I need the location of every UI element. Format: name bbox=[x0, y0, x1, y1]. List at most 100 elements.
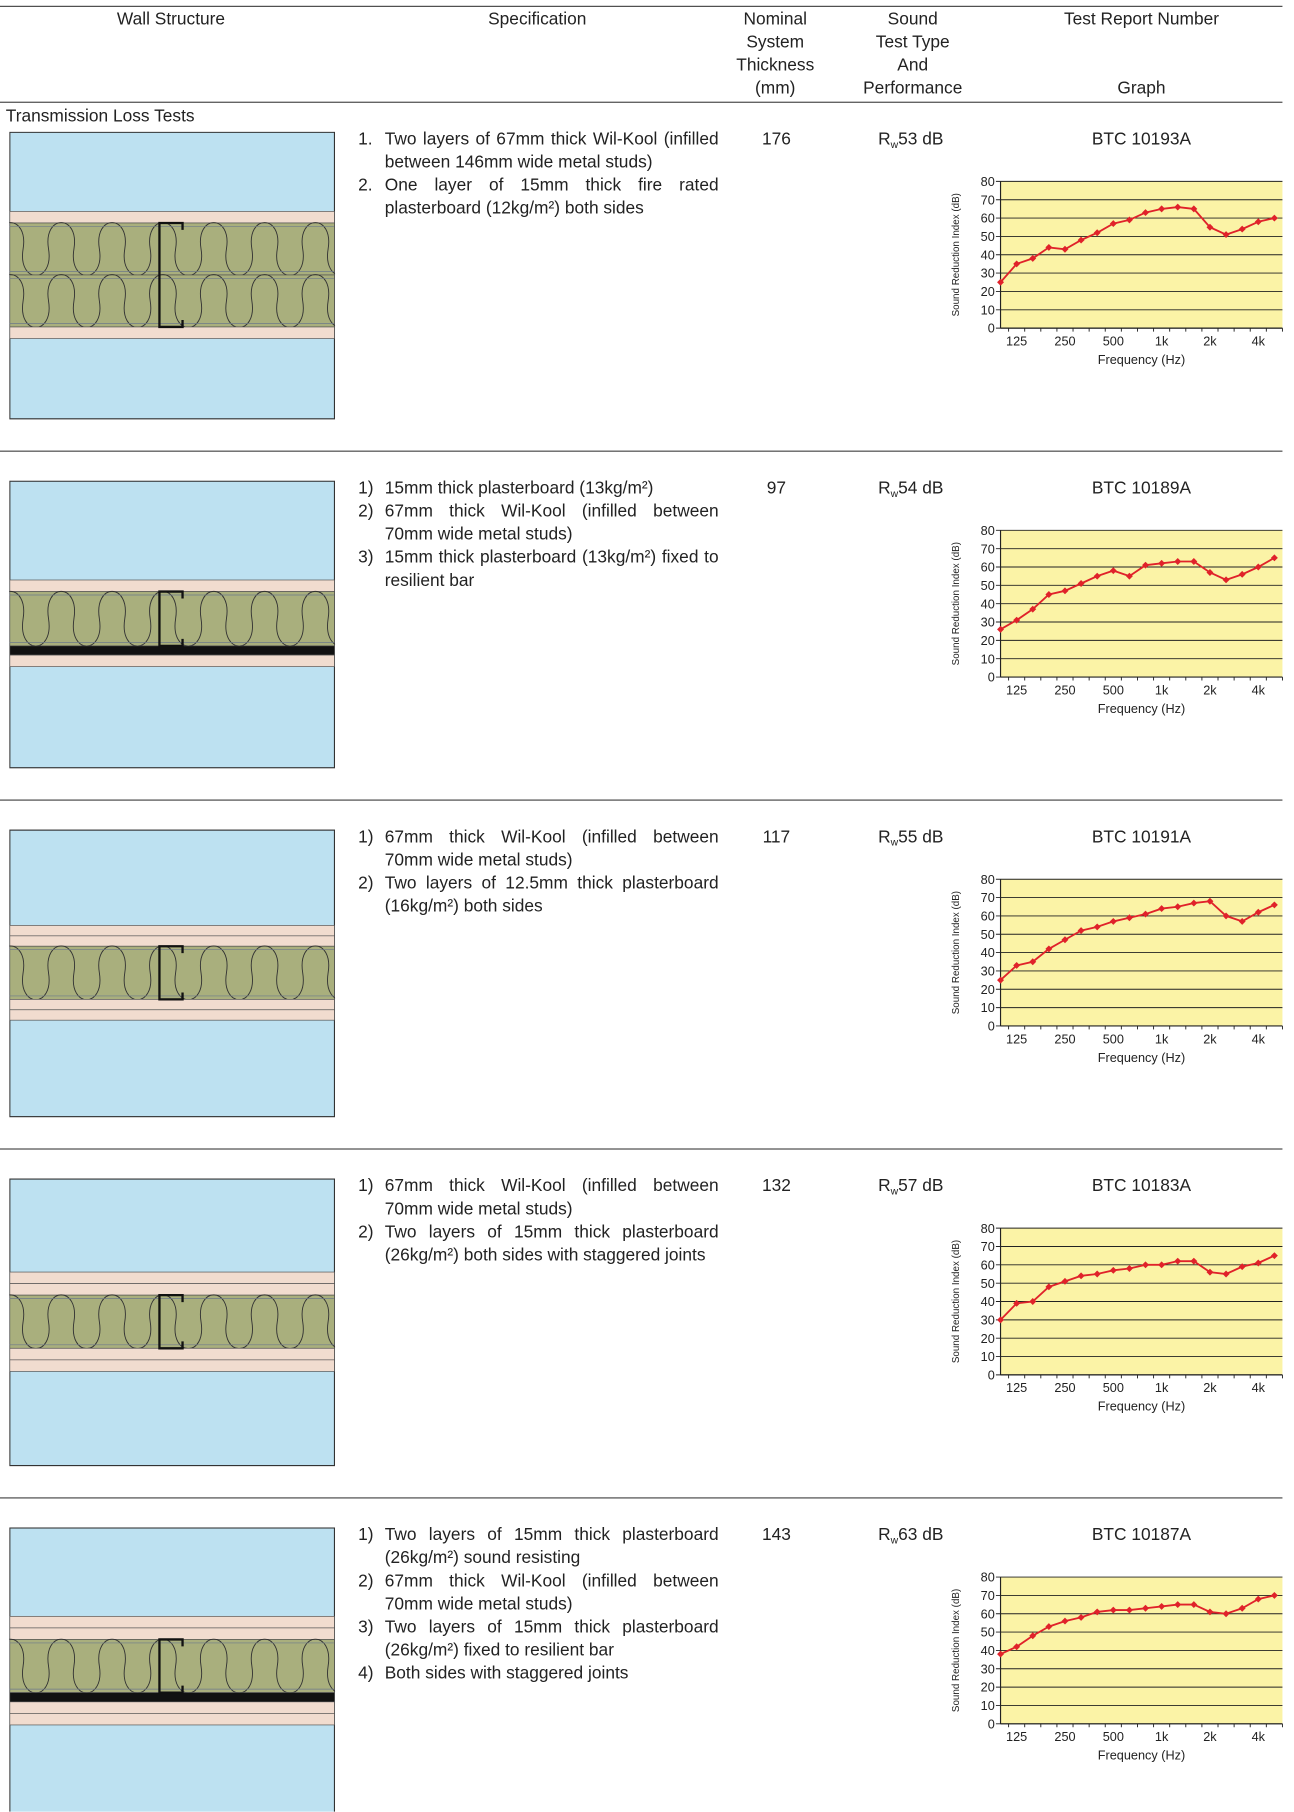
document: Wall Structure Specification NominalSyst… bbox=[0, 0, 1294, 1812]
x-tick-label: 2k bbox=[1203, 1381, 1217, 1395]
spec-list: 1)67mm thick Wil-Kool (infilled between … bbox=[358, 1175, 718, 1267]
spec-marker: 2) bbox=[358, 872, 385, 918]
header-line: Thickness bbox=[717, 54, 833, 77]
x-tick-label: 1k bbox=[1155, 1032, 1169, 1046]
x-tick-label: 4k bbox=[1252, 1730, 1266, 1744]
y-tick-label: 50 bbox=[981, 1277, 995, 1291]
x-tick-label: 125 bbox=[1006, 1032, 1027, 1046]
column-header: SoundTest TypeAndPerformance bbox=[855, 8, 971, 100]
plasterboard-layer bbox=[10, 999, 335, 1009]
y-tick-label: 50 bbox=[981, 579, 995, 593]
y-tick-label: 70 bbox=[981, 193, 995, 207]
y-tick-label: 30 bbox=[981, 616, 995, 630]
x-tick-label: 2k bbox=[1203, 683, 1217, 697]
spec-marker: 2) bbox=[358, 500, 385, 546]
rating-value: 54 dB bbox=[898, 478, 943, 498]
wall-diagram bbox=[9, 132, 335, 421]
plasterboard-layer bbox=[10, 925, 335, 935]
spec-item: 1)15mm thick plasterboard (13kg/m²) bbox=[358, 477, 718, 500]
spec-list: 1.Two layers of 67mm thick Wil-Kool (inf… bbox=[358, 128, 718, 220]
spec-text: Two layers of 15mm thick plasterboard (2… bbox=[385, 1616, 719, 1662]
spec-marker: 2. bbox=[358, 174, 385, 220]
spec-item: 2.One layer of 15mm thick fire rated pla… bbox=[358, 174, 718, 220]
spec-marker: 2) bbox=[358, 1221, 385, 1267]
column-header: Graph bbox=[1026, 77, 1257, 100]
y-tick-label: 80 bbox=[981, 873, 995, 887]
x-tick-label: 500 bbox=[1103, 1730, 1124, 1744]
spec-list: 1)15mm thick plasterboard (13kg/m²)2)67m… bbox=[358, 477, 718, 593]
y-axis-label: Sound Reduction Index (dB) bbox=[951, 1240, 962, 1363]
x-tick-label: 125 bbox=[1006, 1381, 1027, 1395]
x-tick-label: 250 bbox=[1054, 683, 1075, 697]
spec-item: 2)Two layers of 12.5mm thick plasterboar… bbox=[358, 872, 718, 918]
y-tick-label: 20 bbox=[981, 1681, 995, 1695]
wall-diagram bbox=[9, 830, 335, 1119]
rating-symbol: R bbox=[878, 827, 891, 847]
report-number: BTC 10183A bbox=[1026, 1175, 1257, 1198]
column-header: Specification bbox=[358, 8, 716, 31]
page-body: {"header": {"wall": "Wall Structure", "s… bbox=[0, 0, 1294, 1811]
rating-symbol: R bbox=[878, 129, 891, 149]
y-axis-label: Sound Reduction Index (dB) bbox=[951, 1589, 962, 1712]
plasterboard-layer bbox=[10, 1360, 335, 1372]
y-axis-label: Sound Reduction Index (dB) bbox=[951, 542, 962, 665]
spec-marker: 4) bbox=[358, 1663, 385, 1686]
header-line: (mm) bbox=[717, 77, 833, 100]
column-header: Wall Structure bbox=[0, 8, 342, 31]
plasterboard-layer bbox=[10, 1284, 335, 1296]
x-tick-label: 500 bbox=[1103, 683, 1124, 697]
performance: Rw54 dB bbox=[878, 477, 943, 500]
resilient-bar bbox=[10, 1693, 335, 1702]
plasterboard-layer bbox=[10, 580, 335, 592]
spec-item: 2)67mm thick Wil-Kool (infilled between … bbox=[358, 1570, 718, 1616]
y-tick-label: 40 bbox=[981, 1644, 995, 1658]
rating-value: 53 dB bbox=[898, 129, 943, 149]
y-tick-label: 60 bbox=[981, 910, 995, 924]
x-axis-label: Frequency (Hz) bbox=[1098, 702, 1185, 716]
x-tick-label: 1k bbox=[1155, 683, 1169, 697]
insulation-layer bbox=[10, 1295, 335, 1348]
row-rule bbox=[0, 800, 1282, 801]
spec-list: 1)Two layers of 15mm thick plasterboard … bbox=[358, 1524, 718, 1686]
spec-text: Two layers of 67mm thick Wil-Kool (infil… bbox=[385, 128, 719, 174]
spec-marker: 1) bbox=[358, 826, 385, 872]
header-rule bbox=[0, 6, 1282, 7]
y-tick-label: 40 bbox=[981, 597, 995, 611]
x-tick-label: 250 bbox=[1054, 334, 1075, 348]
plasterboard-layer bbox=[10, 211, 335, 223]
y-tick-label: 50 bbox=[981, 928, 995, 942]
x-tick-label: 4k bbox=[1252, 1032, 1266, 1046]
header-line: Performance bbox=[855, 77, 971, 100]
spec-item: 4)Both sides with staggered joints bbox=[358, 1663, 718, 1686]
y-tick-label: 70 bbox=[981, 1589, 995, 1603]
header-rule bbox=[0, 102, 1282, 103]
y-tick-label: 20 bbox=[981, 285, 995, 299]
y-tick-label: 60 bbox=[981, 1258, 995, 1272]
thickness: 143 bbox=[719, 1524, 835, 1547]
plasterboard-layer bbox=[10, 1272, 335, 1284]
performance: Rw57 dB bbox=[878, 1175, 943, 1198]
spec-item: 2)67mm thick Wil-Kool (infilled between … bbox=[358, 500, 718, 546]
y-tick-label: 60 bbox=[981, 561, 995, 575]
x-tick-label: 250 bbox=[1054, 1730, 1075, 1744]
x-tick-label: 2k bbox=[1203, 334, 1217, 348]
x-tick-label: 125 bbox=[1006, 1730, 1027, 1744]
rating-value: 55 dB bbox=[898, 827, 943, 847]
spec-text: One layer of 15mm thick fire rated plast… bbox=[385, 174, 719, 220]
wall-diagram bbox=[9, 1178, 335, 1467]
y-tick-label: 40 bbox=[981, 248, 995, 262]
spec-text: 15mm thick plasterboard (13kg/m²) fixed … bbox=[385, 546, 719, 592]
header-line: Sound bbox=[855, 8, 971, 31]
performance: Rw53 dB bbox=[878, 128, 943, 151]
plasterboard-layer bbox=[10, 1628, 335, 1640]
x-axis-label: Frequency (Hz) bbox=[1098, 1400, 1185, 1414]
x-tick-label: 1k bbox=[1155, 334, 1169, 348]
x-tick-label: 4k bbox=[1252, 683, 1266, 697]
rating-symbol: R bbox=[878, 478, 891, 498]
insulation-layer bbox=[10, 223, 335, 275]
y-tick-label: 0 bbox=[988, 1020, 995, 1034]
rating-value: 63 dB bbox=[898, 1525, 943, 1545]
plasterboard-layer bbox=[10, 1348, 335, 1360]
